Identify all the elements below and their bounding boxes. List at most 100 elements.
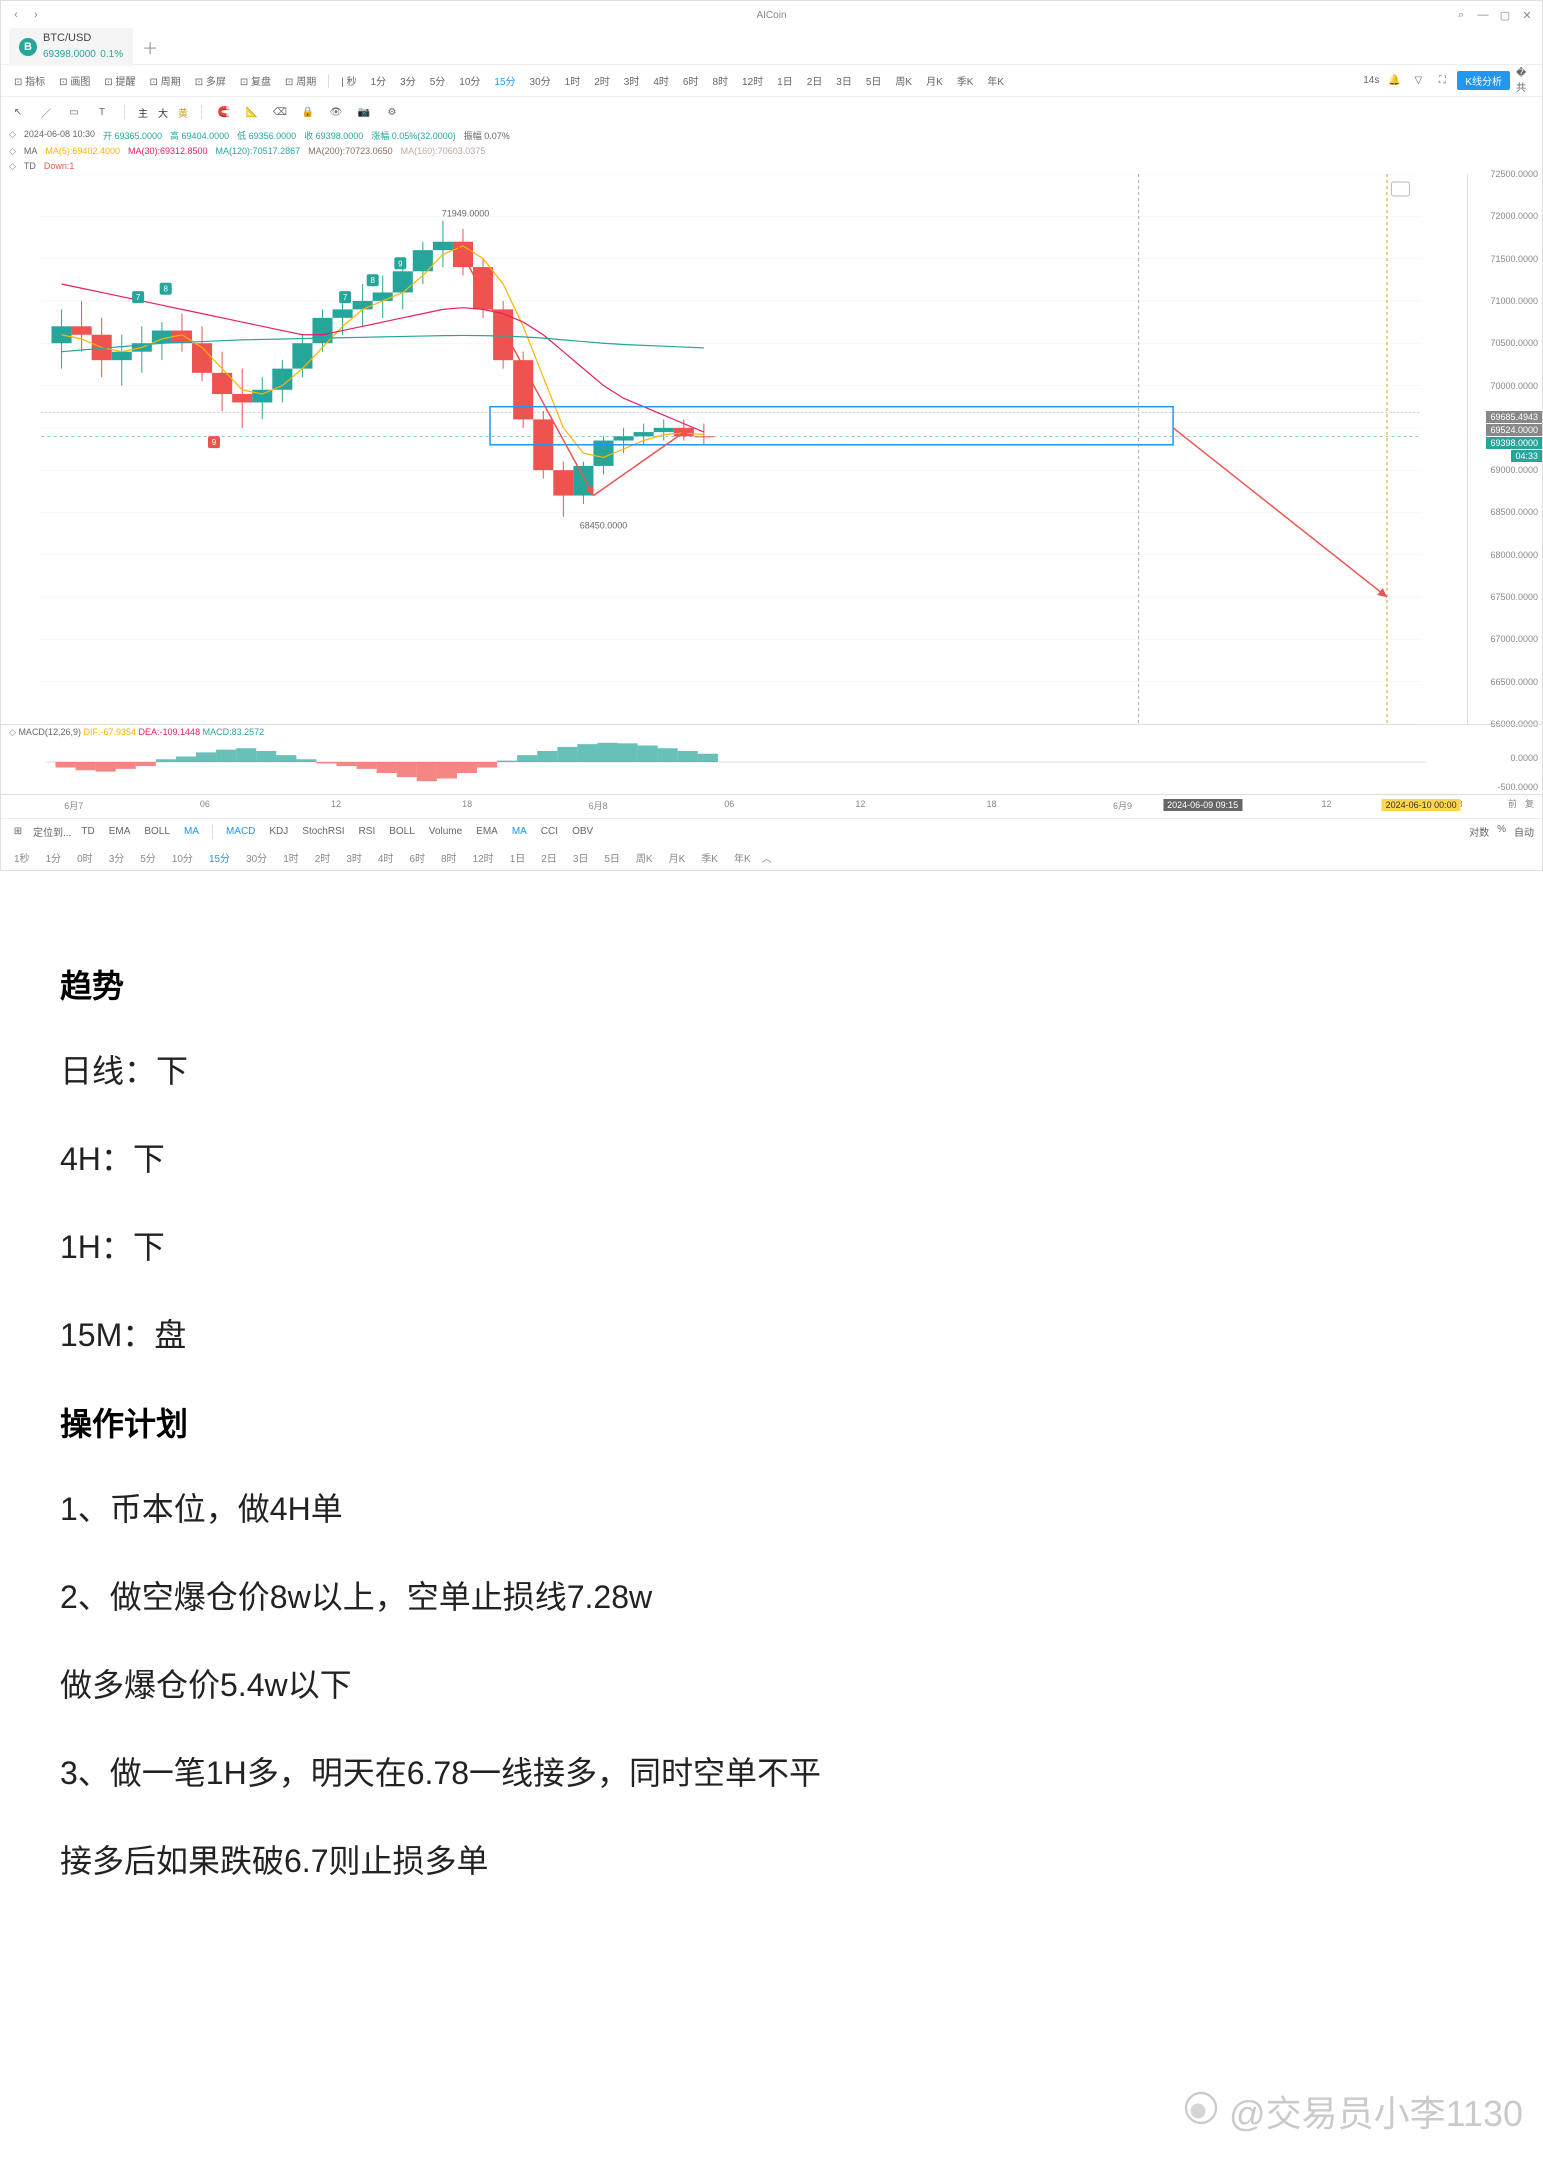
xr-label[interactable]: 前	[1508, 797, 1517, 810]
indicator-BOLL[interactable]: BOLL	[385, 825, 419, 838]
tf-月K[interactable]: 月K	[921, 71, 948, 90]
indicator-MA[interactable]: MA	[508, 825, 531, 838]
locate-label[interactable]: 定位到...	[33, 824, 71, 839]
line-icon[interactable]: ／	[37, 103, 55, 121]
tfb-5分[interactable]: 5分	[135, 848, 161, 867]
tf-3时[interactable]: 3时	[619, 71, 645, 90]
y-axis[interactable]: 72500.000072000.000071500.000071000.0000…	[1467, 174, 1542, 724]
magnet-icon[interactable]: 🧲	[215, 103, 233, 121]
search-icon[interactable]: ⌕	[1454, 8, 1468, 22]
camera-icon[interactable]: 📷	[355, 103, 373, 121]
tf-1日[interactable]: 1日	[772, 71, 798, 90]
forward-icon[interactable]: ›	[29, 8, 43, 22]
menu-6[interactable]: ⊡ 周期	[280, 71, 321, 90]
zoom-big[interactable]: 大	[158, 105, 168, 120]
kline-analysis-button[interactable]: K线分析	[1457, 71, 1510, 90]
tfb-5日[interactable]: 5日	[599, 848, 625, 867]
tf-30分[interactable]: 30分	[525, 71, 556, 90]
locate-icon[interactable]: ⊞	[9, 823, 27, 841]
tf-6时[interactable]: 6时	[678, 71, 704, 90]
tfb-1时[interactable]: 1时	[278, 848, 304, 867]
add-tab-button[interactable]: ＋	[139, 36, 161, 58]
tf-2日[interactable]: 2日	[802, 71, 828, 90]
ind-opt-对数[interactable]: 对数	[1469, 824, 1489, 839]
tf-年K[interactable]: 年K	[982, 71, 1009, 90]
menu-2[interactable]: ⊡ 提醒	[99, 71, 140, 90]
filter-icon[interactable]: ▽	[1409, 72, 1427, 90]
indicator-MA[interactable]: MA	[180, 825, 203, 838]
indicator-OBV[interactable]: OBV	[568, 825, 597, 838]
indicator-TD[interactable]: TD	[77, 825, 98, 838]
cursor-icon[interactable]: ↖	[9, 103, 27, 121]
tf-1时[interactable]: 1时	[560, 71, 586, 90]
tf-12时[interactable]: 12时	[737, 71, 768, 90]
share-icon[interactable]: �共	[1516, 72, 1534, 90]
tfb-1秒[interactable]: 1秒	[9, 848, 35, 867]
tfb-8时[interactable]: 8时	[436, 848, 462, 867]
menu-0[interactable]: ⊡ 指标	[9, 71, 50, 90]
tf-| 秒[interactable]: | 秒	[336, 71, 361, 90]
tfb-6时[interactable]: 6时	[404, 848, 430, 867]
back-icon[interactable]: ‹	[9, 8, 23, 22]
expand-icon[interactable]: ⛶	[1433, 72, 1451, 90]
tfb-15分[interactable]: 15分	[204, 848, 235, 867]
tfb-3时[interactable]: 3时	[341, 848, 367, 867]
tf-10分[interactable]: 10分	[454, 71, 485, 90]
indicator-EMA[interactable]: EMA	[105, 825, 135, 838]
tfb-30分[interactable]: 30分	[241, 848, 272, 867]
text-icon[interactable]: T	[93, 103, 111, 121]
tf-5日[interactable]: 5日	[861, 71, 887, 90]
menu-3[interactable]: ⊡ 周期	[145, 71, 186, 90]
indicator-StochRSI[interactable]: StochRSI	[298, 825, 348, 838]
settings-icon[interactable]: ⚙	[383, 103, 401, 121]
indicator-BOLL[interactable]: BOLL	[140, 825, 174, 838]
tfb-2日[interactable]: 2日	[536, 848, 562, 867]
macd-panel[interactable]: ◇ MACD(12,26,9) DIF:-67.9354 DEA:-109.14…	[1, 724, 1542, 794]
tf-3日[interactable]: 3日	[831, 71, 857, 90]
indicator-CCI[interactable]: CCI	[537, 825, 562, 838]
rect-icon[interactable]: ▭	[65, 103, 83, 121]
tf-1分[interactable]: 1分	[366, 71, 392, 90]
indicator-RSI[interactable]: RSI	[355, 825, 380, 838]
tfb-4时[interactable]: 4时	[373, 848, 399, 867]
menu-1[interactable]: ⊡ 画图	[54, 71, 95, 90]
tf-15分[interactable]: 15分	[489, 71, 520, 90]
indicator-EMA[interactable]: EMA	[472, 825, 502, 838]
tf-周K[interactable]: 周K	[890, 71, 917, 90]
tfb-季K[interactable]: 季K	[696, 848, 723, 867]
indicator-KDJ[interactable]: KDJ	[265, 825, 292, 838]
close-icon[interactable]: ✕	[1520, 8, 1534, 22]
indicator-MACD[interactable]: MACD	[222, 825, 259, 838]
tfb-月K[interactable]: 月K	[664, 848, 691, 867]
eye-icon[interactable]: 👁	[327, 103, 345, 121]
x-axis[interactable]: 6月70612186月80612186月912182024-06-09 09:1…	[1, 794, 1542, 818]
tf-8时[interactable]: 8时	[707, 71, 733, 90]
tfb-3日[interactable]: 3日	[568, 848, 594, 867]
tfb-2时[interactable]: 2时	[310, 848, 336, 867]
maximize-icon[interactable]: ▢	[1498, 8, 1512, 22]
price-chart[interactable]: 78789971949.000068450.0000 72500.0000720…	[1, 174, 1542, 724]
zoom-main[interactable]: 主	[138, 105, 148, 120]
tf-4时[interactable]: 4时	[648, 71, 674, 90]
tf-5分[interactable]: 5分	[425, 71, 451, 90]
minimize-icon[interactable]: —	[1476, 8, 1490, 22]
tfb-12时[interactable]: 12时	[468, 848, 499, 867]
menu-5[interactable]: ⊡ 复盘	[235, 71, 276, 90]
tfb-周K[interactable]: 周K	[631, 848, 658, 867]
tfb-10分[interactable]: 10分	[167, 848, 198, 867]
tf-2时[interactable]: 2时	[589, 71, 615, 90]
tfb-0时[interactable]: 0时	[72, 848, 98, 867]
zoom-yellow[interactable]: 黄	[178, 105, 188, 120]
xr-label[interactable]: 复	[1525, 797, 1534, 810]
collapse-icon[interactable]: ︿	[762, 850, 772, 865]
indicator-Volume[interactable]: Volume	[425, 825, 466, 838]
ruler-icon[interactable]: 📐	[243, 103, 261, 121]
tfb-1日[interactable]: 1日	[505, 848, 531, 867]
tfb-年K[interactable]: 年K	[729, 848, 756, 867]
ind-opt-%[interactable]: %	[1497, 824, 1506, 839]
ind-opt-自动[interactable]: 自动	[1514, 824, 1534, 839]
tf-3分[interactable]: 3分	[395, 71, 421, 90]
lock-icon[interactable]: 🔒	[299, 103, 317, 121]
symbol-tab-btcusd[interactable]: B BTC/USD 69398.0000 0.1%	[9, 28, 133, 66]
alert-icon[interactable]: 🔔	[1385, 72, 1403, 90]
